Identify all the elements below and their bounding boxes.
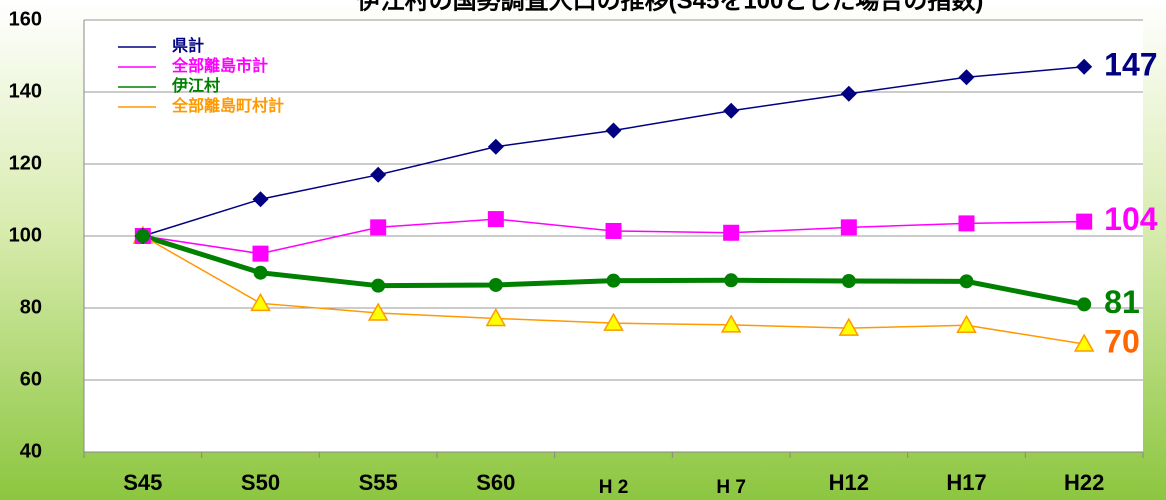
marker [603, 312, 624, 331]
marker [253, 265, 268, 280]
marker [1077, 297, 1092, 312]
marker [723, 224, 740, 241]
marker [724, 273, 739, 288]
marker [252, 191, 269, 208]
marker [250, 292, 271, 312]
x-tick-label: S45 [123, 470, 162, 495]
x-tick-label: S60 [476, 470, 515, 495]
marker [720, 314, 742, 333]
marker [605, 222, 622, 239]
marker [959, 274, 974, 289]
marker [367, 302, 389, 321]
marker [958, 69, 975, 86]
marker [723, 102, 740, 119]
y-tick-label: 100 [9, 224, 42, 246]
marker [371, 278, 386, 293]
marker [840, 219, 857, 236]
legend-label: 伊江村 [171, 76, 220, 95]
y-tick-label: 120 [9, 152, 42, 174]
x-tick-label: S50 [241, 470, 280, 495]
y-tick-label: 60 [20, 368, 42, 390]
y-tick-label: 40 [20, 440, 42, 462]
value-label: 104 [1104, 201, 1158, 237]
marker [605, 122, 622, 139]
marker [840, 85, 857, 102]
marker [606, 273, 621, 288]
legend-label: 県計 [172, 36, 204, 55]
x-tick-label: S55 [359, 470, 398, 495]
marker [370, 219, 387, 236]
marker [252, 245, 269, 262]
marker [485, 307, 507, 327]
marker [958, 215, 975, 232]
marker [488, 277, 503, 292]
legend-label: 全部離島市計 [171, 56, 268, 75]
marker [841, 274, 856, 288]
y-tick-label: 140 [9, 80, 42, 102]
y-tick-label: 160 [9, 8, 42, 30]
chart-title: 伊江村の国勢調査人口の推移(S45を100とした場合の指数) [356, 0, 984, 14]
marker [487, 138, 504, 155]
value-label: 70 [1104, 323, 1140, 359]
value-label: 147 [1104, 46, 1157, 82]
marker [838, 317, 860, 336]
value-label: 81 [1104, 284, 1140, 320]
x-tick-label: H12 [829, 470, 869, 495]
marker [1076, 213, 1093, 230]
y-tick-label: 80 [20, 296, 42, 318]
marker [1073, 333, 1095, 352]
legend-label: 全部離島町村計 [171, 96, 284, 115]
marker [370, 166, 387, 183]
marker [135, 229, 150, 243]
marker [487, 211, 504, 228]
marker [1076, 58, 1093, 75]
x-tick-label: H 2 [599, 477, 629, 498]
marker [956, 314, 977, 334]
x-tick-label: H17 [946, 470, 986, 495]
x-tick-label: H 7 [716, 477, 746, 498]
x-tick-label: H22 [1064, 470, 1104, 495]
